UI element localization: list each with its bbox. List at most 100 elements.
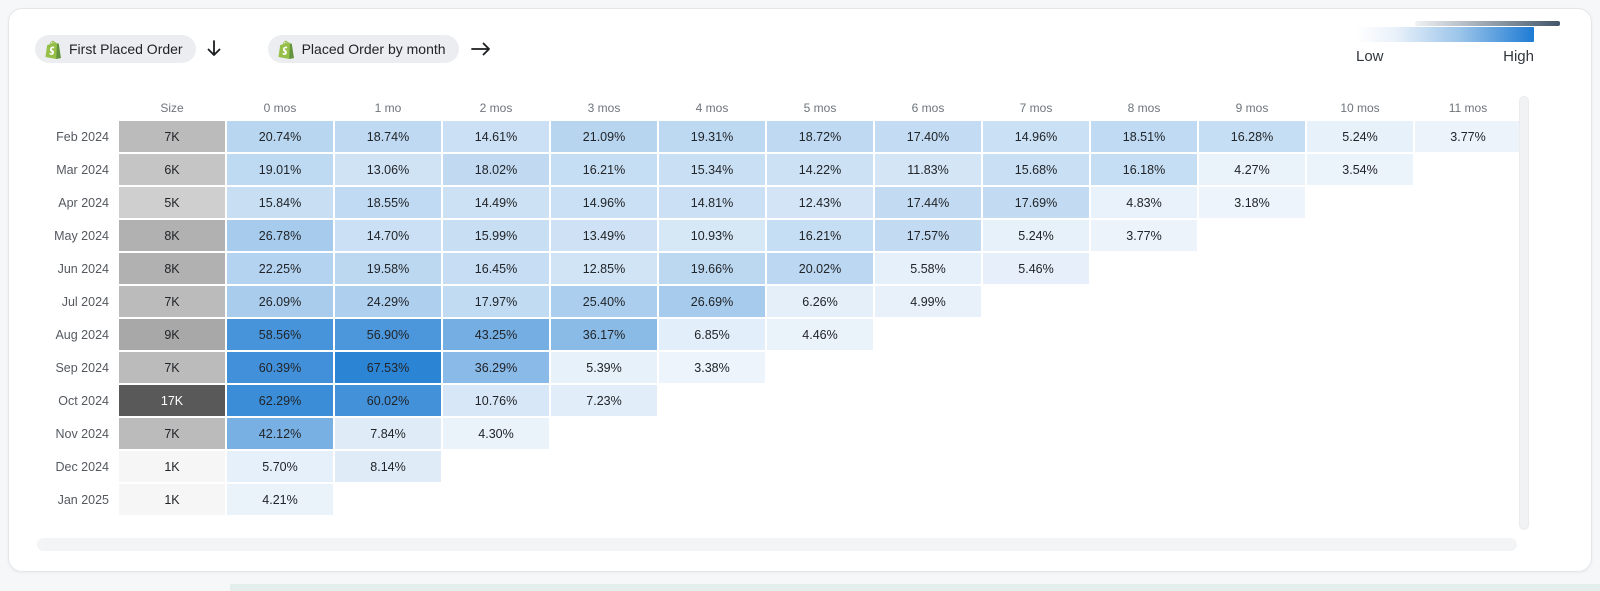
column-header: 3 mos <box>587 100 621 115</box>
heatmap-cell[interactable]: 12.43% <box>766 186 874 219</box>
horizontal-scrollbar[interactable] <box>37 538 1517 551</box>
heatmap-cell[interactable]: 14.96% <box>982 120 1090 153</box>
empty-cell <box>766 417 874 450</box>
heatmap-cell[interactable]: 10.93% <box>658 219 766 252</box>
heatmap-cell[interactable]: 18.02% <box>442 153 550 186</box>
heatmap-cell[interactable]: 26.69% <box>658 285 766 318</box>
heatmap-cell[interactable]: 4.30% <box>442 417 550 450</box>
heatmap-cell[interactable]: 18.51% <box>1090 120 1198 153</box>
heatmap-cell[interactable]: 12.85% <box>550 252 658 285</box>
heatmap-cell[interactable]: 5.39% <box>550 351 658 384</box>
heatmap-cell[interactable]: 6.26% <box>766 285 874 318</box>
heatmap-cell[interactable]: 36.17% <box>550 318 658 351</box>
heatmap-cell[interactable]: 62.29% <box>226 384 334 417</box>
heatmap-cell[interactable]: 7.23% <box>550 384 658 417</box>
heatmap-cell[interactable]: 36.29% <box>442 351 550 384</box>
heatmap-cell[interactable]: 60.02% <box>334 384 442 417</box>
heatmap-cell[interactable]: 20.02% <box>766 252 874 285</box>
heatmap-cell[interactable]: 3.77% <box>1414 120 1522 153</box>
heatmap-cell[interactable]: 3.77% <box>1090 219 1198 252</box>
size-cell[interactable]: 7K <box>118 351 226 384</box>
heatmap-cell[interactable]: 16.28% <box>1198 120 1306 153</box>
heatmap-cell[interactable]: 17.40% <box>874 120 982 153</box>
heatmap-cell[interactable]: 10.76% <box>442 384 550 417</box>
heatmap-cell[interactable]: 4.21% <box>226 483 334 516</box>
size-cell[interactable]: 9K <box>118 318 226 351</box>
heatmap-cell[interactable]: 5.58% <box>874 252 982 285</box>
heatmap-cell[interactable]: 16.45% <box>442 252 550 285</box>
heatmap-cell[interactable]: 19.01% <box>226 153 334 186</box>
empty-cell <box>1414 384 1522 417</box>
size-cell[interactable]: 6K <box>118 153 226 186</box>
heatmap-cell[interactable]: 18.74% <box>334 120 442 153</box>
heatmap-cell[interactable]: 17.97% <box>442 285 550 318</box>
heatmap-cell[interactable]: 5.24% <box>1306 120 1414 153</box>
size-cell[interactable]: 1K <box>118 483 226 516</box>
heatmap-cell[interactable]: 16.21% <box>766 219 874 252</box>
heatmap-cell[interactable]: 14.70% <box>334 219 442 252</box>
heatmap-cell[interactable]: 6.85% <box>658 318 766 351</box>
heatmap-cell[interactable]: 15.68% <box>982 153 1090 186</box>
empty-cell <box>874 384 982 417</box>
heatmap-cell[interactable]: 15.84% <box>226 186 334 219</box>
heatmap-cell[interactable]: 43.25% <box>442 318 550 351</box>
heatmap-cell[interactable]: 25.40% <box>550 285 658 318</box>
heatmap-cell[interactable]: 22.25% <box>226 252 334 285</box>
size-cell[interactable]: 8K <box>118 219 226 252</box>
heatmap-cell[interactable]: 17.69% <box>982 186 1090 219</box>
heatmap-cell[interactable]: 5.46% <box>982 252 1090 285</box>
heatmap-cell[interactable]: 56.90% <box>334 318 442 351</box>
heatmap-cell[interactable]: 11.83% <box>874 153 982 186</box>
heatmap-cell[interactable]: 42.12% <box>226 417 334 450</box>
size-cell[interactable]: 17K <box>118 384 226 417</box>
heatmap-cell[interactable]: 15.99% <box>442 219 550 252</box>
heatmap-cell[interactable]: 5.70% <box>226 450 334 483</box>
empty-cell <box>442 450 550 483</box>
heatmap-cell[interactable]: 58.56% <box>226 318 334 351</box>
heatmap-cell[interactable]: 7.84% <box>334 417 442 450</box>
heatmap-cell[interactable]: 17.57% <box>874 219 982 252</box>
heatmap-cell[interactable]: 17.44% <box>874 186 982 219</box>
heatmap-cell[interactable]: 4.46% <box>766 318 874 351</box>
heatmap-cell[interactable]: 3.18% <box>1198 186 1306 219</box>
size-cell[interactable]: 5K <box>118 186 226 219</box>
heatmap-cell[interactable]: 5.24% <box>982 219 1090 252</box>
heatmap-cell[interactable]: 3.38% <box>658 351 766 384</box>
heatmap-cell[interactable]: 18.72% <box>766 120 874 153</box>
heatmap-cell[interactable]: 15.34% <box>658 153 766 186</box>
size-cell[interactable]: 7K <box>118 285 226 318</box>
heatmap-cell[interactable]: 19.58% <box>334 252 442 285</box>
event-badge-first-placed-order[interactable]: First Placed Order <box>35 35 196 63</box>
heatmap-cell[interactable]: 14.49% <box>442 186 550 219</box>
heatmap-cell[interactable]: 19.31% <box>658 120 766 153</box>
heatmap-cell[interactable]: 21.09% <box>550 120 658 153</box>
size-cell[interactable]: 1K <box>118 450 226 483</box>
heatmap-cell[interactable]: 4.99% <box>874 285 982 318</box>
event-badge-placed-order-by-month[interactable]: Placed Order by month <box>267 35 459 63</box>
vertical-scrollbar[interactable] <box>1519 96 1529 530</box>
empty-cell <box>1198 285 1306 318</box>
heatmap-cell[interactable]: 24.29% <box>334 285 442 318</box>
heatmap-cell[interactable]: 8.14% <box>334 450 442 483</box>
heatmap-cell[interactable]: 4.27% <box>1198 153 1306 186</box>
heatmap-cell[interactable]: 14.22% <box>766 153 874 186</box>
heatmap-cell[interactable]: 20.74% <box>226 120 334 153</box>
heatmap-cell[interactable]: 14.96% <box>550 186 658 219</box>
heatmap-cell[interactable]: 14.81% <box>658 186 766 219</box>
heatmap-cell[interactable]: 67.53% <box>334 351 442 384</box>
heatmap-cell[interactable]: 4.83% <box>1090 186 1198 219</box>
heatmap-cell[interactable]: 16.18% <box>1090 153 1198 186</box>
heatmap-cell[interactable]: 26.78% <box>226 219 334 252</box>
heatmap-cell[interactable]: 60.39% <box>226 351 334 384</box>
heatmap-cell[interactable]: 26.09% <box>226 285 334 318</box>
heatmap-cell[interactable]: 16.21% <box>550 153 658 186</box>
heatmap-cell[interactable]: 13.06% <box>334 153 442 186</box>
heatmap-cell[interactable]: 13.49% <box>550 219 658 252</box>
size-cell[interactable]: 7K <box>118 417 226 450</box>
heatmap-cell[interactable]: 19.66% <box>658 252 766 285</box>
heatmap-cell[interactable]: 14.61% <box>442 120 550 153</box>
heatmap-cell[interactable]: 3.54% <box>1306 153 1414 186</box>
heatmap-cell[interactable]: 18.55% <box>334 186 442 219</box>
size-cell[interactable]: 8K <box>118 252 226 285</box>
size-cell[interactable]: 7K <box>118 120 226 153</box>
